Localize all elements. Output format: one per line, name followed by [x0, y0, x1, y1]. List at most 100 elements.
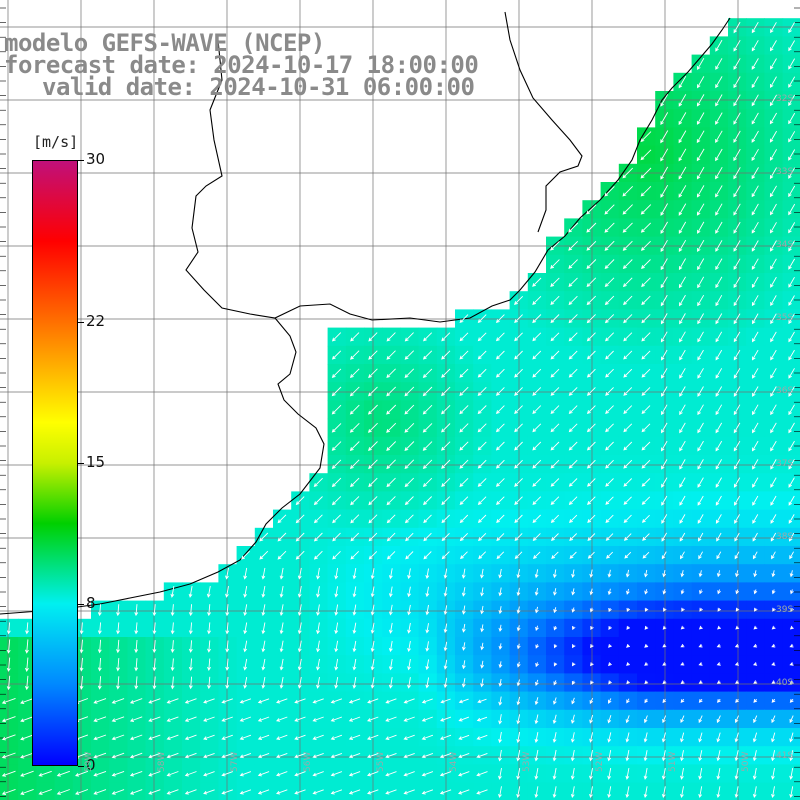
- wind-arrow: [116, 639, 120, 654]
- wind-arrow: [261, 586, 266, 598]
- wind-arrow: [680, 662, 685, 666]
- wind-arrow: [6, 639, 11, 654]
- wind-arrow: [790, 607, 794, 612]
- wind-arrow: [717, 607, 722, 612]
- wind-arrow: [789, 680, 794, 684]
- wind-arrow: [480, 642, 485, 651]
- wind-arrow: [608, 698, 612, 704]
- wind-arrow: [425, 586, 430, 598]
- wind-arrow: [733, 185, 741, 198]
- wind-arrow: [386, 459, 396, 470]
- wind-arrow: [316, 640, 320, 653]
- wind-arrow: [257, 789, 270, 795]
- wind-arrow: [679, 313, 686, 325]
- wind-arrow: [697, 368, 704, 379]
- wind-arrow: [116, 622, 120, 635]
- wind-arrow: [751, 21, 759, 34]
- wind-arrow: [279, 567, 284, 580]
- wind-arrow: [514, 551, 523, 560]
- wind-arrow: [733, 240, 741, 252]
- wind-arrow: [605, 441, 614, 451]
- wind-arrow: [257, 771, 270, 777]
- wind-arrow: [752, 440, 759, 452]
- wind-arrow: [640, 131, 652, 143]
- wind-arrow: [788, 514, 795, 524]
- wind-arrow: [590, 680, 594, 685]
- wind-arrow: [641, 277, 651, 288]
- wind-arrow: [261, 640, 266, 653]
- wind-arrow: [367, 716, 379, 722]
- wind-arrow: [184, 771, 197, 777]
- wind-arrow: [534, 749, 539, 762]
- wind-arrow: [715, 368, 723, 379]
- wind-arrow: [535, 679, 539, 686]
- wind-arrow: [498, 568, 503, 579]
- wind-arrow: [641, 459, 651, 469]
- wind-arrow: [75, 770, 89, 777]
- wind-arrow: [480, 605, 484, 615]
- wind-arrow: [476, 789, 488, 795]
- wind-arrow: [735, 570, 739, 578]
- wind-arrow: [277, 532, 287, 542]
- wind-arrow: [717, 698, 721, 703]
- wind-arrow: [550, 314, 560, 324]
- wind-arrow: [295, 514, 305, 524]
- wind-arrow: [478, 551, 487, 560]
- wind-arrow: [516, 749, 521, 762]
- wind-arrow: [331, 459, 342, 469]
- wind-arrow: [697, 76, 705, 89]
- wind-arrow: [111, 716, 125, 722]
- wind-arrow: [698, 625, 703, 630]
- wind-arrow: [297, 586, 302, 598]
- wind-arrow: [203, 771, 215, 777]
- wind-arrow: [752, 331, 759, 343]
- wind-arrow: [679, 368, 686, 379]
- longitude-label: 54W: [449, 751, 459, 772]
- wind-arrow: [388, 604, 393, 616]
- wind-arrow: [715, 258, 723, 271]
- wind-arrow: [715, 39, 723, 52]
- wind-arrow: [421, 789, 434, 795]
- wind-arrow: [385, 734, 397, 740]
- wind-arrow: [550, 350, 560, 360]
- wind-arrow: [678, 166, 687, 180]
- wind-arrow: [330, 771, 343, 777]
- wind-arrow: [625, 768, 630, 780]
- wind-arrow: [607, 786, 612, 799]
- wind-arrow: [698, 680, 703, 684]
- wind-arrow: [644, 643, 649, 648]
- wind-arrow: [441, 332, 451, 342]
- wind-arrows: [1, 21, 796, 799]
- wind-arrow: [605, 332, 615, 342]
- wind-arrow: [788, 76, 796, 88]
- wind-arrow: [641, 332, 651, 342]
- wind-arrow: [715, 459, 722, 470]
- wind-arrow: [443, 659, 448, 670]
- wind-arrow: [790, 589, 794, 595]
- wind-arrow: [678, 203, 687, 216]
- wind-arrow: [660, 221, 668, 234]
- wind-arrow: [604, 277, 615, 288]
- wind-arrow: [403, 734, 415, 740]
- wind-arrow: [680, 589, 685, 595]
- wind-arrow: [715, 166, 723, 180]
- wind-arrow: [715, 185, 723, 198]
- wind-arrow: [751, 148, 759, 162]
- wind-arrow: [715, 349, 723, 361]
- latitude-label: 35S: [776, 313, 794, 323]
- wind-arrow: [170, 622, 175, 635]
- wind-arrow: [404, 422, 415, 433]
- wind-arrow: [535, 644, 539, 649]
- wind-arrow: [553, 644, 558, 649]
- wind-arrow: [79, 639, 84, 654]
- wind-arrow: [751, 185, 759, 198]
- wind-arrow: [715, 404, 723, 416]
- wind-arrow: [570, 768, 575, 780]
- wind-arrow: [407, 641, 411, 653]
- wind-arrow: [733, 422, 741, 434]
- wind-arrow: [681, 607, 685, 612]
- wind-arrow: [752, 532, 758, 542]
- wind-arrow: [348, 789, 361, 795]
- wind-arrow: [459, 459, 469, 469]
- wind-arrow: [734, 786, 739, 799]
